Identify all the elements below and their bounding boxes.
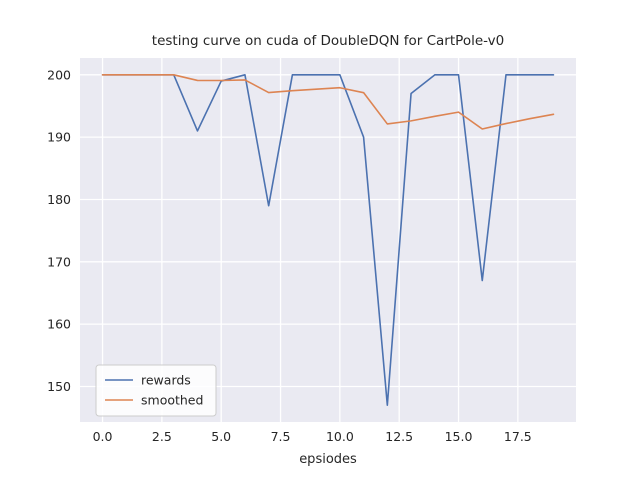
legend-box (95, 364, 217, 417)
rewards-line (101, 74, 555, 406)
y-tick-label: 190 (47, 130, 71, 145)
x-tick-label: 15.0 (445, 429, 473, 444)
y-tick-label: 170 (47, 254, 71, 269)
x-tick-label: 7.5 (271, 429, 291, 444)
legend-label-smoothed: smoothed (141, 393, 203, 408)
legend-label-rewards: rewards (141, 373, 191, 388)
x-tick-label: 5.0 (211, 429, 231, 444)
x-tick-label: 2.5 (152, 429, 172, 444)
x-tick-label: 10.0 (326, 429, 354, 444)
x-tick-label: 17.5 (504, 429, 532, 444)
y-tick-label: 200 (47, 67, 71, 82)
legend: rewards smoothed (95, 364, 217, 417)
smoothed-line (101, 74, 555, 130)
x-tick-label: 0.0 (93, 429, 113, 444)
x-tick-label: 12.5 (385, 429, 413, 444)
y-tick-label: 160 (47, 317, 71, 332)
x-axis-label: epsiodes (299, 452, 357, 467)
plot-area (80, 58, 576, 422)
y-tick-label: 150 (47, 379, 71, 394)
chart-title: testing curve on cuda of DoubleDQN for C… (152, 33, 504, 49)
y-tick-label: 180 (47, 192, 71, 207)
